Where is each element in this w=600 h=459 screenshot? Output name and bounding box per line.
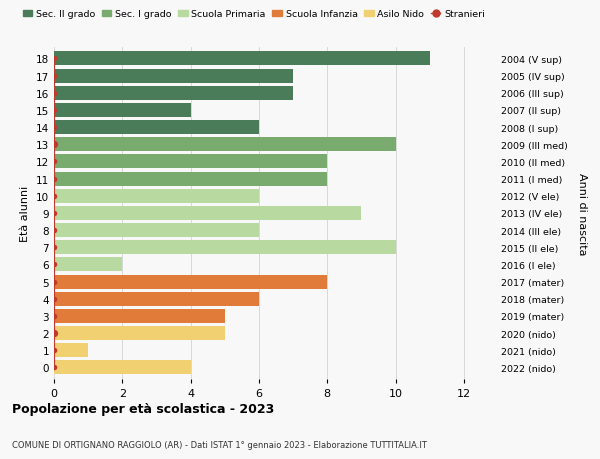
Bar [54,224,259,238]
Bar [54,326,225,340]
Point [49,107,59,114]
Bar [54,52,430,67]
Bar [54,343,88,358]
Point [49,347,59,354]
Point [49,56,59,63]
Point [49,193,59,200]
Point [49,261,59,269]
Point [49,124,59,131]
Bar [54,104,191,118]
Bar [54,138,395,152]
Point [49,210,59,217]
Point [49,364,59,371]
Bar [54,69,293,84]
Bar [54,292,259,306]
Point [49,158,59,166]
Y-axis label: Età alunni: Età alunni [20,185,31,241]
Point [49,244,59,252]
Point [49,175,59,183]
Point [49,313,59,320]
Point [49,330,59,337]
Bar [54,207,361,220]
Bar [54,275,327,289]
Point [49,296,59,303]
Bar [54,258,122,272]
Bar [54,172,327,186]
Bar [54,189,259,203]
Bar [54,360,191,375]
Bar [54,309,225,323]
Text: COMUNE DI ORTIGNANO RAGGIOLO (AR) - Dati ISTAT 1° gennaio 2023 - Elaborazione TU: COMUNE DI ORTIGNANO RAGGIOLO (AR) - Dati… [12,440,427,449]
Bar [54,241,395,255]
Bar [54,87,293,101]
Point [49,278,59,285]
Point [49,90,59,97]
Y-axis label: Anni di nascita: Anni di nascita [577,172,587,255]
Point [49,330,59,337]
Bar [54,121,259,135]
Point [49,73,59,80]
Bar [54,155,327,169]
Legend: Sec. II grado, Sec. I grado, Scuola Primaria, Scuola Infanzia, Asilo Nido, Stran: Sec. II grado, Sec. I grado, Scuola Prim… [19,6,488,23]
Point [49,227,59,234]
Point [49,141,59,149]
Text: Popolazione per età scolastica - 2023: Popolazione per età scolastica - 2023 [12,403,274,415]
Point [49,141,59,149]
